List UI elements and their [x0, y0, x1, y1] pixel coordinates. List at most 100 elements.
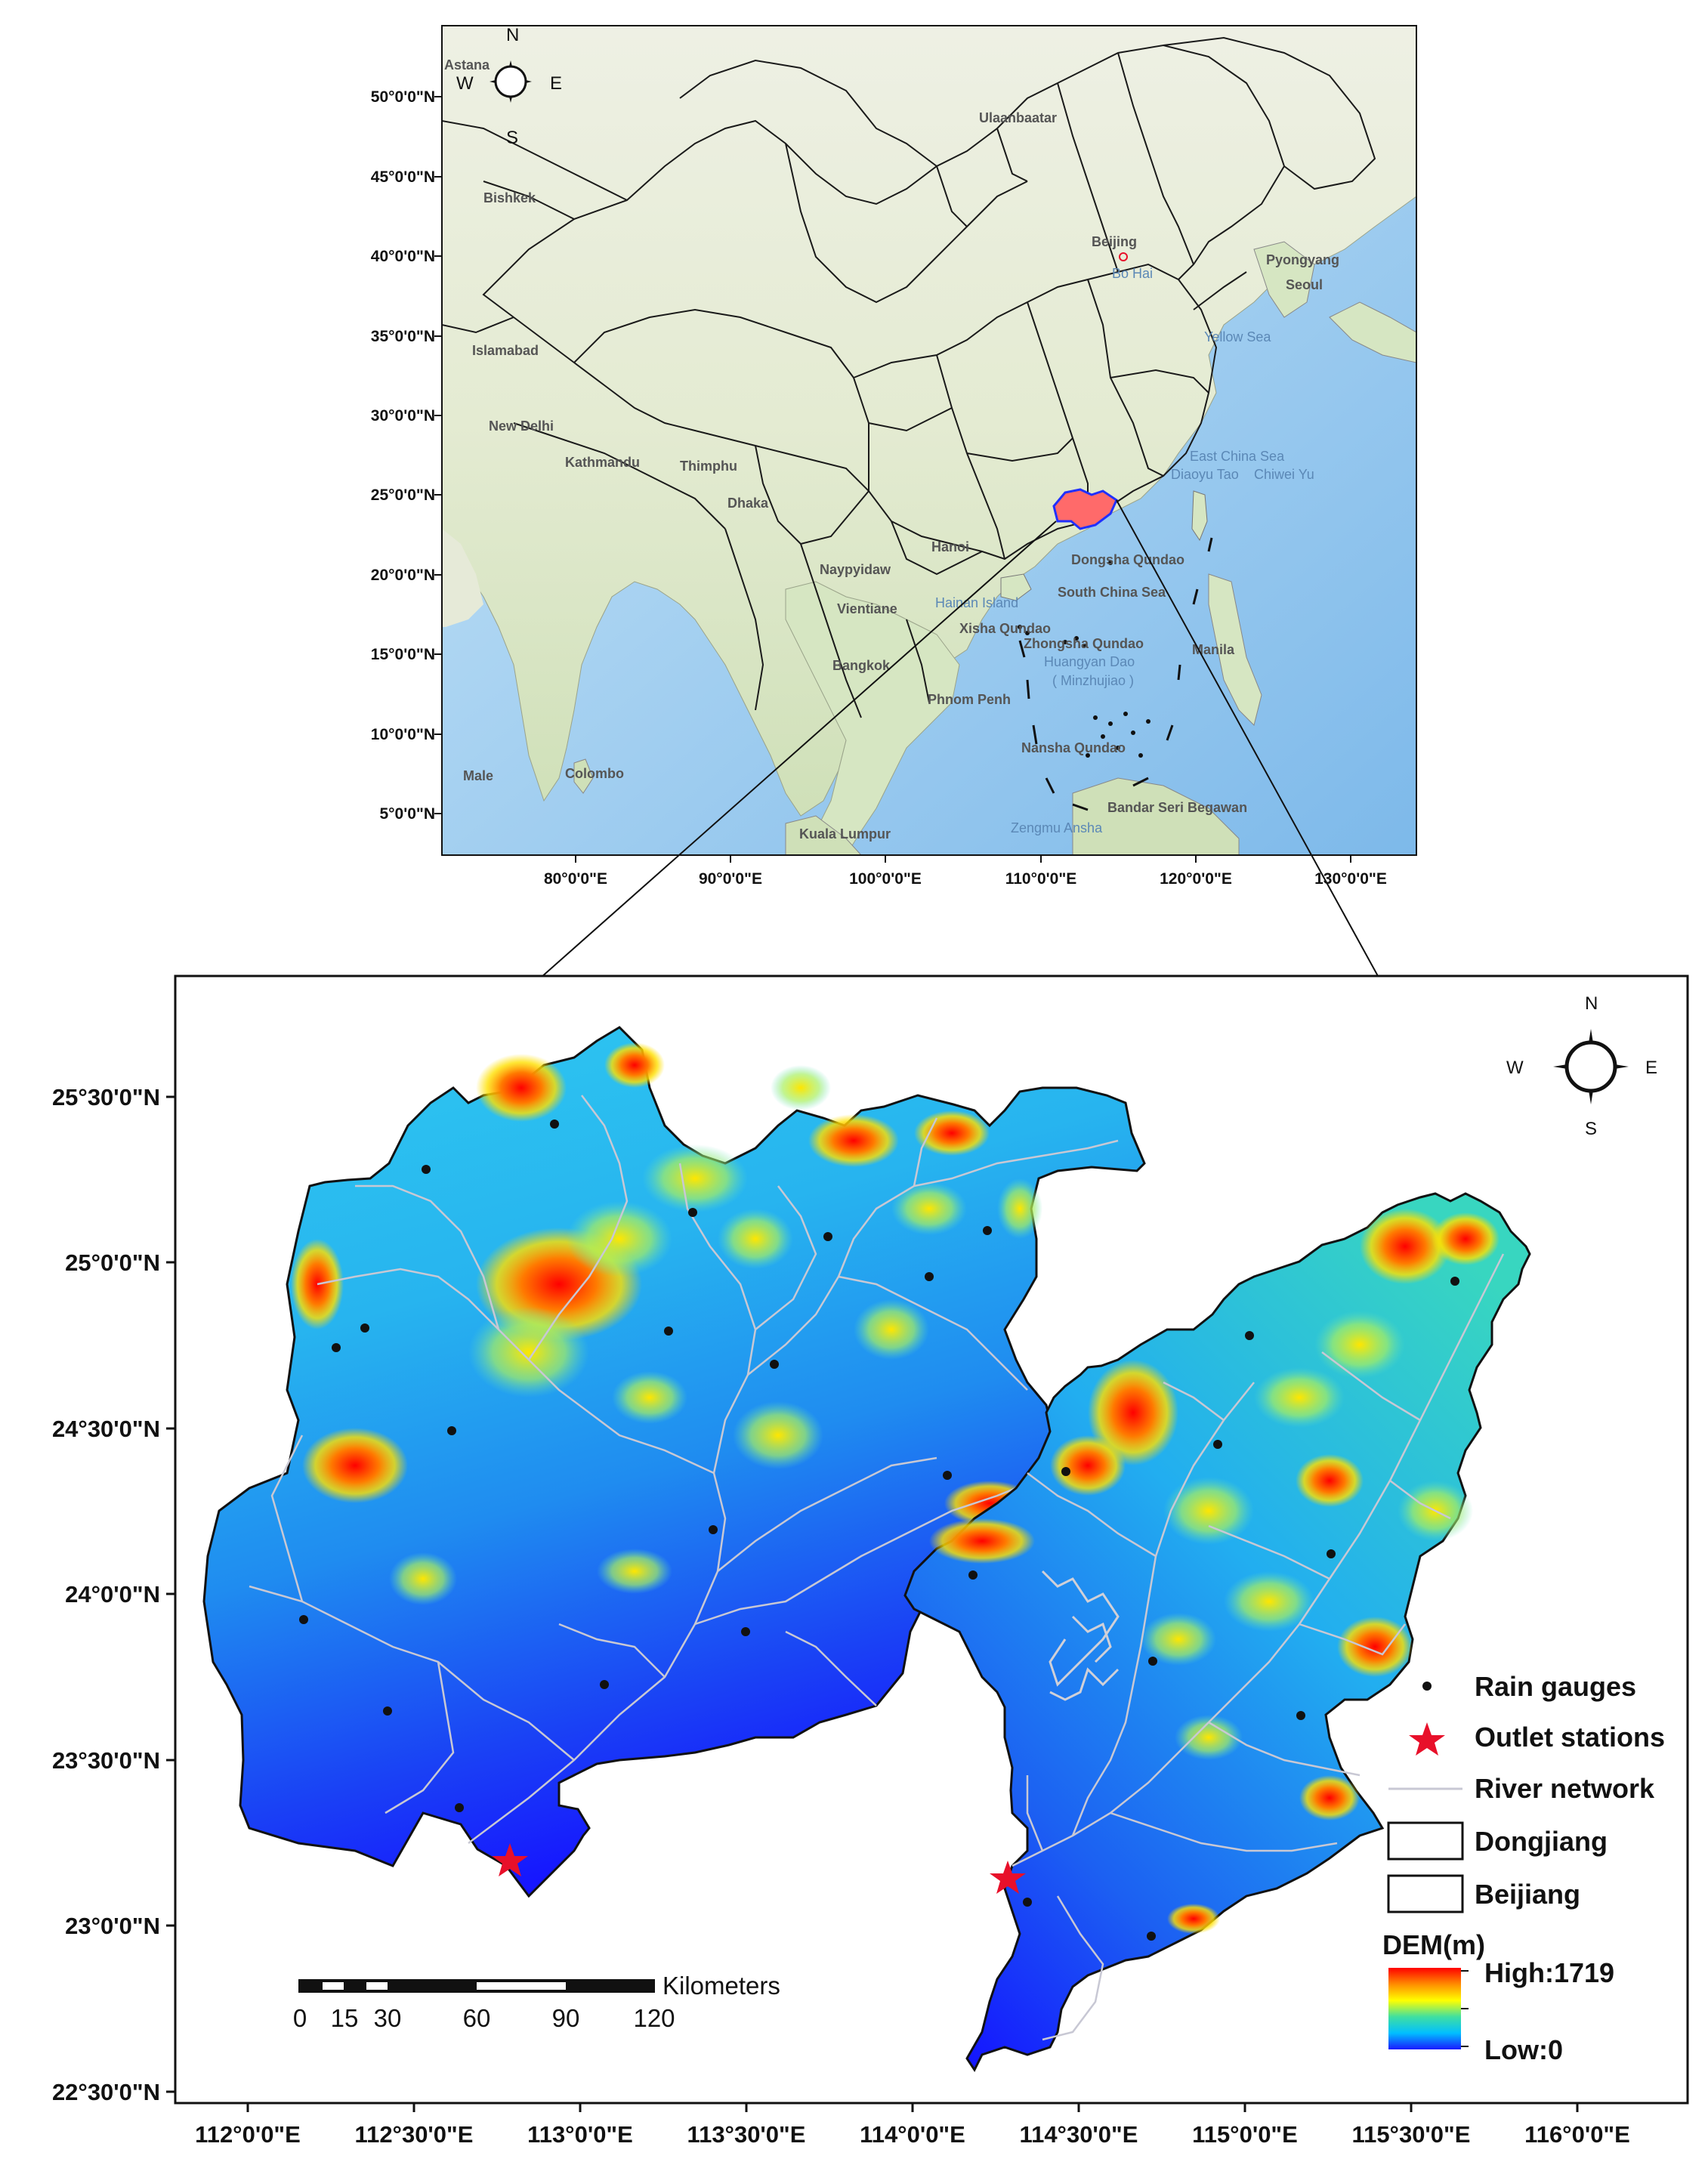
rain-gauge — [1450, 1277, 1459, 1286]
overview-lat-label: 20°0'0"N — [371, 567, 435, 584]
detail-lat-label: 24°30'0"N — [52, 1416, 160, 1442]
detail-lon-tick-marks — [246, 2103, 1579, 2112]
legend: Rain gauges Outlet stations River networ… — [1382, 1671, 1665, 2065]
overview-lat-label: 30°0'0"N — [371, 407, 435, 425]
rain-gauge — [1061, 1467, 1070, 1476]
label-manila: Manila — [1192, 642, 1235, 657]
label-beijing: Beijing — [1092, 234, 1137, 249]
overview-compass-s: S — [506, 128, 518, 148]
overview-lon-labels: 80°0'0"E 90°0'0"E 100°0'0"E 110°0'0"E 12… — [544, 870, 1387, 888]
rain-gauge — [983, 1226, 992, 1235]
detail-compass-s: S — [1585, 1119, 1597, 1139]
philippines-islands — [1208, 573, 1262, 726]
hainan-island — [1000, 573, 1032, 601]
overview-compass-w: W — [456, 73, 474, 94]
detail-compass-w: W — [1506, 1058, 1524, 1078]
rain-gauge — [823, 1232, 832, 1241]
beijing-marker — [1119, 252, 1128, 261]
rain-gauge — [332, 1343, 341, 1352]
sumatra-land — [785, 815, 862, 855]
detail-compass-n: N — [1585, 993, 1598, 1014]
scale-label: 120 — [633, 2004, 675, 2032]
rain-gauge — [664, 1326, 673, 1336]
label-bishkek: Bishkek — [483, 190, 536, 205]
overview-lat-label: 45°0'0"N — [371, 168, 435, 186]
label-ulaanbaatar: Ulaanbaatar — [979, 110, 1057, 125]
study-area-inset — [1052, 488, 1118, 530]
detail-lat-label: 23°0'0"N — [65, 1913, 160, 1939]
rain-gauge — [709, 1525, 718, 1534]
scale-bar: Kilometers 0 15 30 60 90 120 — [293, 1972, 780, 2032]
legend-dongjiang-symbol — [1387, 1821, 1464, 1861]
overview-lon-label: 100°0'0"E — [849, 870, 922, 888]
legend-beijiang-symbol — [1387, 1874, 1464, 1913]
scale-label: 30 — [374, 2004, 402, 2032]
detail-lon-labels: 112°0'0"E 112°30'0"E 113°0'0"E 113°30'0"… — [195, 2121, 1630, 2148]
detail-lat-label: 25°0'0"N — [65, 1249, 160, 1276]
overview-lon-label: 120°0'0"E — [1160, 870, 1232, 888]
scale-label: 90 — [552, 2004, 580, 2032]
legend-dem-title: DEM(m) — [1382, 1929, 1485, 1960]
rain-gauge — [925, 1272, 934, 1281]
overview-lat-label: 50°0'0"N — [371, 88, 435, 106]
detail-lat-label: 25°30'0"N — [52, 1084, 160, 1110]
rain-gauge — [455, 1803, 464, 1812]
label-bandar: Bandar Seri Begawan — [1107, 800, 1247, 815]
rain-gauge — [1296, 1711, 1305, 1720]
detail-lon-label: 113°30'0"E — [687, 2121, 806, 2148]
river-cluster — [1041, 1570, 1120, 1701]
label-hainan: Hainan Island — [935, 595, 1018, 610]
label-male: Male — [463, 768, 493, 783]
detail-lat-labels: 25°30'0"N 25°0'0"N 24°30'0"N 24°0'0"N 23… — [52, 1084, 160, 2105]
overview-lat-label: 5°0'0"N — [379, 805, 435, 823]
rain-gauge — [600, 1680, 609, 1689]
overview-lon-label: 90°0'0"E — [699, 870, 762, 888]
detail-compass: N S E W — [1506, 993, 1657, 1139]
china-boundaries — [442, 36, 1376, 718]
legend-river-network: River network — [1475, 1773, 1655, 1804]
overview-lon-label: 110°0'0"E — [1005, 870, 1077, 888]
rain-gauges — [299, 1120, 1459, 1941]
overview-frame — [441, 25, 1417, 856]
rain-gauge — [422, 1165, 431, 1174]
rain-gauge — [383, 1706, 392, 1716]
beijiang-river-network — [249, 1095, 1119, 1844]
label-kathmandu: Kathmandu — [565, 455, 640, 470]
sea-boundary-dashes — [1018, 537, 1213, 811]
rain-gauge — [770, 1360, 779, 1369]
label-bangkok: Bangkok — [832, 658, 891, 673]
overview-lon-ticks — [575, 855, 1351, 863]
nansha-islands — [1018, 561, 1151, 758]
detail-lon-label: 115°30'0"E — [1352, 2121, 1471, 2148]
legend-dem-colorbar — [1388, 1968, 1461, 2049]
label-thimphu: Thimphu — [680, 459, 737, 474]
label-dongsha: Dongsha Qundao — [1071, 552, 1184, 567]
rain-gauge — [688, 1208, 697, 1217]
srilanka-island — [573, 758, 594, 794]
label-yellowsea: Yellow Sea — [1204, 329, 1271, 344]
label-phnompenh: Phnom Penh — [928, 692, 1011, 707]
detail-compass-e: E — [1645, 1058, 1657, 1078]
label-nansha: Nansha Qundao — [1021, 740, 1126, 755]
label-newdelhi: New Delhi — [489, 418, 554, 434]
detail-lon-label: 114°0'0"E — [860, 2121, 965, 2148]
overview-lat-label: 15°0'0"N — [371, 646, 435, 663]
overview-lon-label: 80°0'0"E — [544, 870, 607, 888]
taiwan-island — [1191, 490, 1208, 542]
label-chiwei: Chiwei Yu — [1254, 467, 1314, 482]
overview-compass-e: E — [550, 73, 562, 94]
label-eastchina: East China Sea — [1190, 449, 1285, 464]
label-huangyan: Huangyan Dao — [1044, 654, 1135, 669]
label-astana: Astana — [444, 57, 490, 73]
borneo-land — [1072, 777, 1240, 855]
scale-unit: Kilometers — [663, 1972, 780, 2000]
rain-gauge — [1147, 1932, 1156, 1941]
overview-lon-label: 130°0'0"E — [1314, 870, 1387, 888]
overview-lat-label: 35°0'0"N — [371, 328, 435, 345]
rain-gauge — [299, 1615, 308, 1624]
legend-dongjiang: Dongjiang — [1475, 1826, 1608, 1857]
label-bohai: Bo Hai — [1112, 266, 1153, 281]
legend-rain-gauges: Rain gauges — [1475, 1671, 1636, 1702]
korea-japan-land — [1253, 241, 1416, 363]
